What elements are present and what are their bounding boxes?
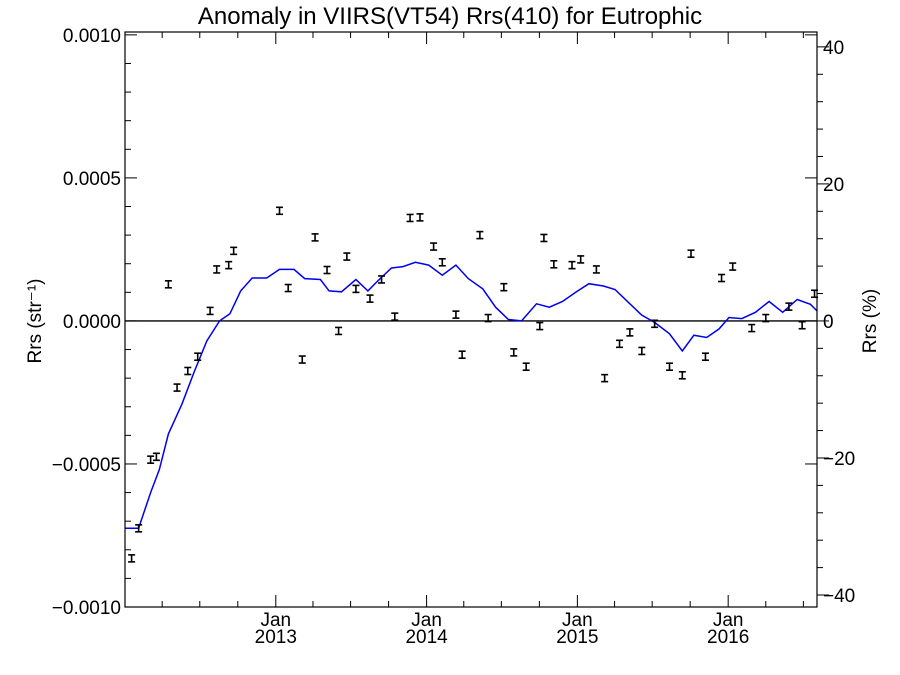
y-left-tick-label: −0.0005 xyxy=(52,455,121,476)
data-point xyxy=(626,328,634,337)
data-point xyxy=(568,260,576,270)
y-left-tick-label: 0.0005 xyxy=(63,169,121,190)
anomaly-line-group xyxy=(125,261,818,530)
chart-title: Anomaly in VIIRS(VT54) Rrs(410) for Eutr… xyxy=(198,3,702,30)
data-point xyxy=(550,259,558,269)
data-point xyxy=(438,257,446,267)
y-right-tick-label: 40 xyxy=(823,38,844,59)
data-point xyxy=(666,362,674,372)
data-point xyxy=(164,280,172,289)
y-right-tick-label: −20 xyxy=(823,449,855,470)
data-point xyxy=(352,284,360,294)
data-point xyxy=(748,323,756,333)
y-right-tick-label: 0 xyxy=(823,312,834,333)
data-point xyxy=(343,252,351,261)
data-point xyxy=(500,282,508,292)
data-point xyxy=(651,319,659,329)
data-point xyxy=(152,452,160,462)
data-points-group xyxy=(128,206,819,563)
plot-frame xyxy=(124,31,818,608)
data-point xyxy=(540,233,548,243)
data-point xyxy=(213,265,221,274)
data-point xyxy=(701,352,709,361)
x-tick-month-label: Jan xyxy=(713,610,744,631)
data-point xyxy=(378,275,386,284)
x-tick-month-label: Jan xyxy=(562,610,593,631)
x-tick-year-label: 2014 xyxy=(405,627,448,648)
data-point xyxy=(311,233,319,242)
x-tick-year-label: 2013 xyxy=(255,627,297,648)
x-tick-month-label: Jan xyxy=(260,610,291,631)
data-point xyxy=(276,206,284,216)
y-axis-right-title: Rrs (%) xyxy=(860,289,881,353)
data-point xyxy=(135,524,143,533)
data-point xyxy=(391,312,399,321)
y-right-tick-label: 20 xyxy=(823,175,844,196)
data-point xyxy=(452,310,460,319)
data-point xyxy=(147,455,155,464)
data-point xyxy=(484,313,492,323)
data-point xyxy=(592,265,600,274)
data-point xyxy=(184,366,192,376)
data-point xyxy=(638,346,646,356)
y-left-tick-label: 0.0000 xyxy=(63,312,121,333)
data-point xyxy=(323,265,331,275)
y-right-tick-label: −40 xyxy=(823,586,855,607)
axis-ticks-group: 0.0010 0.0005 0.0000 −0.0005 −0.0010 40 20 0 −20… xyxy=(52,26,855,648)
data-point xyxy=(298,355,306,364)
data-point xyxy=(476,230,484,240)
data-point xyxy=(128,554,136,563)
data-point xyxy=(194,352,202,361)
data-point xyxy=(430,242,438,251)
data-point xyxy=(522,362,530,372)
y-axis-left-title: Rrs (str⁻¹) xyxy=(25,279,46,364)
x-tick-month-label: Jan xyxy=(411,610,442,631)
data-point xyxy=(601,373,609,383)
y-left-tick-label: −0.0010 xyxy=(52,598,121,619)
data-point xyxy=(785,302,793,311)
data-point xyxy=(284,283,292,293)
data-point xyxy=(616,339,624,349)
data-point xyxy=(225,260,233,270)
anomaly-running-mean-line xyxy=(125,261,818,530)
data-point xyxy=(577,255,585,264)
data-point xyxy=(406,213,414,223)
data-point xyxy=(416,213,424,222)
data-point xyxy=(230,246,238,256)
data-point xyxy=(678,370,686,380)
data-point xyxy=(536,321,544,331)
data-point xyxy=(718,273,726,283)
y-left-tick-label: 0.0010 xyxy=(63,26,121,47)
data-point xyxy=(206,306,214,316)
x-tick-year-label: 2015 xyxy=(556,627,598,648)
data-point xyxy=(762,313,770,323)
x-tick-year-label: 2016 xyxy=(707,627,749,648)
data-point xyxy=(729,262,737,271)
data-point xyxy=(510,348,518,357)
data-point xyxy=(173,383,181,392)
data-point xyxy=(458,350,466,359)
data-point xyxy=(335,326,343,336)
data-point xyxy=(798,320,806,330)
data-point xyxy=(687,249,695,259)
data-point xyxy=(366,294,374,303)
